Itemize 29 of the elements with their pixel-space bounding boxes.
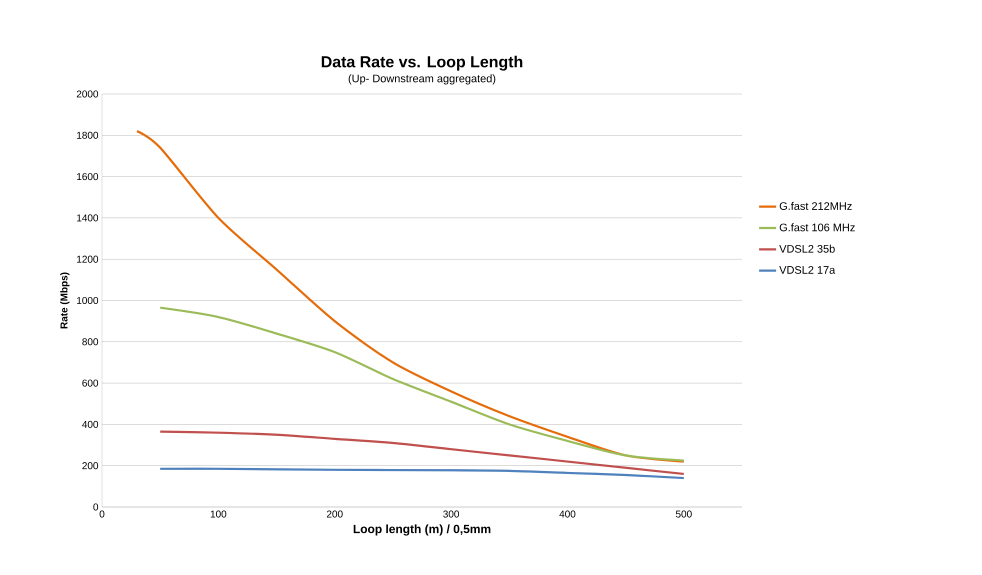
y-tick-label: 400 <box>82 420 98 428</box>
legend-label: VDSL2 35b <box>779 244 835 253</box>
line-series <box>159 430 685 476</box>
legend-label: G.fast 106 MHz <box>780 223 855 232</box>
y-axis-title: Rate (Mbps) <box>60 272 70 328</box>
chart-title: Data Rate vs. Loop Length <box>322 56 522 71</box>
x-tick-label: 500 <box>676 510 692 518</box>
y-tick-label: 1200 <box>77 256 98 263</box>
x-tick-label: 400 <box>559 510 576 518</box>
y-tick-label: 1800 <box>77 132 98 139</box>
x-axis-title: Loop length (m) / 0,5mm <box>354 524 490 536</box>
y-tick-label: 1600 <box>77 173 98 180</box>
y-tick-label: 1000 <box>77 296 98 304</box>
x-tick-label: 100 <box>210 510 226 518</box>
y-tick-label: 2000 <box>76 90 98 98</box>
chart-subtitle: (Up- Downstream aggregated) <box>348 74 496 84</box>
line-series <box>136 130 685 463</box>
y-tick-label: 800 <box>82 338 98 346</box>
line-series <box>159 306 685 462</box>
x-tick-label: 200 <box>326 510 343 518</box>
legend-label: G.fast 212MHz <box>780 202 852 210</box>
x-tick-label: 0 <box>100 510 104 518</box>
x-tick-label: 300 <box>443 510 460 518</box>
y-tick-label: 600 <box>82 380 98 387</box>
legend-label: VDSL2 17a <box>779 266 836 274</box>
line-series <box>159 468 685 480</box>
y-tick-label: 1400 <box>77 214 98 222</box>
y-tick-label: 0 <box>93 503 98 511</box>
y-tick-label: 200 <box>82 462 98 470</box>
